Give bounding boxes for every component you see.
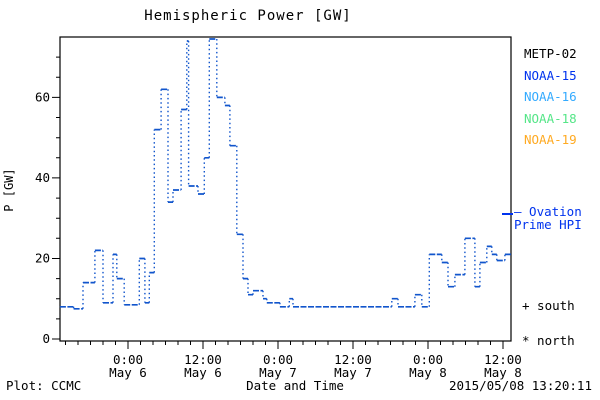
x-tick-time: 12:00 [184, 352, 222, 367]
y-axis-ticks [52, 56, 60, 340]
legend-satellite-noaa-15: NOAA-15 [524, 67, 577, 83]
x-tick-date: May 7 [334, 365, 372, 380]
plot-timestamp: 2015/05/08 13:20:11 [449, 378, 592, 393]
y-tick-label: 60 [35, 89, 50, 104]
satellite-legend: METP-02 NOAA-15 NOAA-16 NOAA-18 NOAA-19 [524, 43, 577, 151]
y-tick-label: 20 [35, 251, 50, 266]
x-axis-title: Date and Time [246, 378, 344, 393]
x-tick-date: May 8 [484, 365, 522, 380]
y-tick-label: 0 [42, 331, 50, 346]
x-tick-date: May 7 [259, 365, 297, 380]
axes-box [59, 36, 512, 342]
north-marker-legend: * north [522, 333, 575, 348]
legend-satellite-noaa-16: NOAA-16 [524, 89, 577, 104]
x-tick-time: 12:00 [334, 352, 372, 367]
ovation-line-sample [502, 213, 513, 215]
legend-satellite-noaa-19: NOAA-19 [524, 132, 577, 147]
x-tick-date: May 6 [184, 365, 222, 380]
x-tick-date: May 6 [109, 365, 147, 380]
x-tick-time: 0:00 [113, 352, 143, 367]
x-tick-time: 12:00 [484, 352, 522, 367]
hpi-step-line-vertical [72, 39, 506, 309]
ovation-legend-line1: – Ovation [514, 204, 582, 219]
ovation-legend: – Ovation Prime HPI [514, 204, 582, 232]
legend-satellite-noaa-18: NOAA-18 [524, 110, 577, 126]
x-tick-time: 0:00 [263, 352, 293, 367]
hpi-step-line-horizontal [59, 38, 512, 310]
x-tick-date: May 8 [409, 365, 447, 380]
plot-source: Plot: CCMC [6, 378, 82, 393]
y-tick-label: 40 [35, 170, 50, 185]
ovation-legend-line2: Prime HPI [514, 216, 582, 232]
chart-title: Hemispheric Power [GW] [144, 8, 352, 24]
x-tick-time: 0:00 [413, 352, 443, 367]
south-marker-legend: + south [522, 298, 575, 313]
x-axis-ticks [65, 341, 504, 349]
legend-satellite-metp-02: METP-02 [524, 46, 577, 61]
